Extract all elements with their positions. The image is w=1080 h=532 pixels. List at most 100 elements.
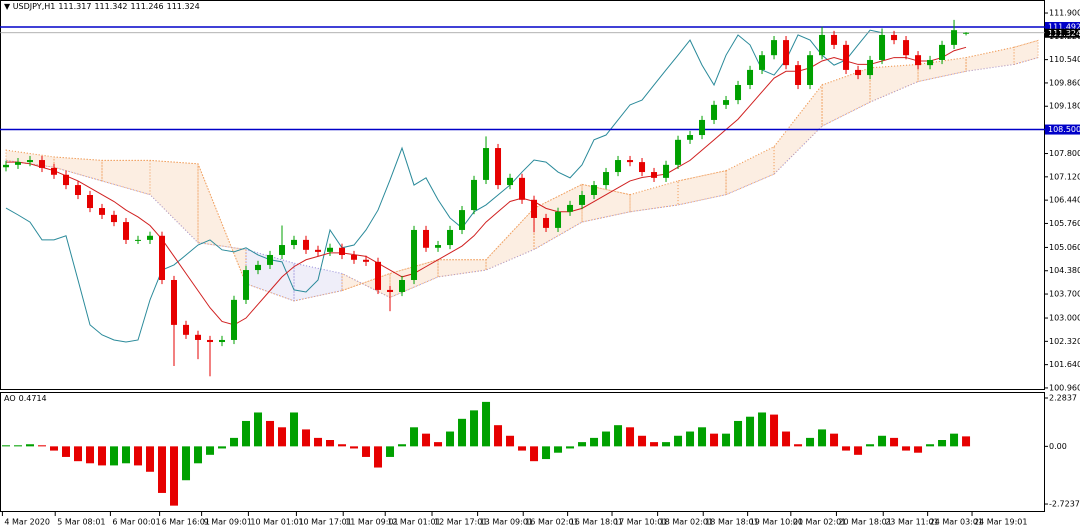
ao-bar — [170, 446, 179, 506]
ao-y-tick-label: 2.2837 — [1049, 393, 1077, 402]
candle-body — [651, 172, 658, 178]
candle-body — [315, 249, 322, 252]
x-tick-label: 13 Mar 09:01 — [480, 518, 533, 527]
last-price-label: 111.324 — [1048, 29, 1080, 38]
cloud-segment — [677, 170, 727, 206]
candle-body — [135, 239, 142, 241]
y-tick-label: 102.320 — [1049, 337, 1080, 346]
ao-bar — [362, 446, 371, 457]
candle-body — [51, 167, 58, 175]
ao-bar — [26, 444, 35, 447]
candle-body — [603, 172, 610, 186]
header-high: 111.342 — [94, 2, 128, 11]
ao-bar — [914, 446, 923, 453]
axes: 111.900 111.220 110.540 109.860 109.180 107.8… — [1, 9, 1080, 527]
candle-body — [183, 324, 190, 335]
candle-body — [207, 339, 214, 343]
x-tick-label: 19 Mar 10:01 — [750, 518, 803, 527]
ao-bar — [662, 442, 671, 447]
ao-bar — [590, 437, 599, 447]
chart-header: ▼ USDJPY,H1 111.317 111.342 111.246 111.324 — [4, 2, 200, 11]
cloud-segment — [821, 67, 871, 127]
candle-body — [411, 229, 418, 280]
candle-body — [927, 59, 934, 66]
ao-bar — [578, 442, 587, 447]
candle-body — [783, 40, 790, 66]
cloud-segment — [629, 180, 679, 213]
ao-bar — [722, 433, 731, 447]
symbol: USDJPY,H1 — [12, 2, 56, 11]
x-tick-label: 18 Mar 02:01 — [660, 518, 713, 527]
header-open: 111.317 — [58, 2, 92, 11]
ao-bar — [650, 442, 659, 447]
cloud-segment — [53, 156, 103, 182]
candle-body — [879, 34, 886, 60]
cloud-segment — [869, 63, 919, 103]
cloud-segment — [1013, 39, 1039, 66]
y-tick-label: 110.540 — [1049, 55, 1080, 64]
candle-body — [819, 34, 826, 56]
ao-bar — [758, 412, 767, 447]
candle-body — [279, 245, 286, 255]
candle-body — [939, 44, 946, 60]
y-tick-label: 100.960 — [1049, 383, 1080, 392]
candle-body — [807, 55, 814, 85]
x-tick-label: 16 Mar 02:01 — [525, 518, 578, 527]
y-tick-label: 104.380 — [1049, 266, 1080, 275]
ao-bar — [182, 446, 191, 481]
candle-body — [327, 247, 334, 252]
candle-body — [423, 229, 430, 248]
ao-bar — [830, 433, 839, 447]
x-tick-label: 16 Mar 18:01 — [570, 518, 623, 527]
ao-bar — [938, 440, 947, 447]
ao-bar — [794, 444, 803, 447]
cloud-segment — [581, 183, 631, 223]
level-label: 108.500 — [1048, 125, 1080, 134]
ao-bar — [230, 437, 239, 447]
ao-bar — [518, 446, 527, 451]
cloud-segment — [197, 163, 247, 284]
ao-bar — [74, 446, 83, 462]
ao-bar — [674, 435, 683, 447]
candle-body — [147, 235, 154, 240]
ao-bar — [626, 427, 635, 447]
ao-last-value: 0.4714 — [18, 394, 47, 403]
y-tick-label: 106.440 — [1049, 196, 1080, 205]
candle-body — [663, 164, 670, 178]
ao-bar — [434, 442, 443, 447]
ao-bar — [314, 437, 323, 447]
candle-body — [627, 160, 634, 163]
candle-body — [375, 261, 382, 290]
level-label: 111.492 — [1048, 23, 1080, 32]
candle-body — [447, 229, 454, 246]
ao-bar — [110, 446, 119, 466]
candle-body — [75, 185, 82, 195]
cloud-segment — [149, 159, 199, 244]
candle-body — [231, 299, 238, 340]
candle-body — [63, 174, 70, 186]
candle-body — [855, 69, 862, 76]
candle-body — [459, 210, 466, 230]
ao-bar — [350, 446, 359, 449]
candle-body — [831, 34, 838, 45]
x-tick-label: 12 Mar 17:01 — [434, 518, 487, 527]
candle-body — [795, 65, 802, 85]
y-tick-label: 109.860 — [1049, 78, 1080, 87]
y-tick-label: 101.640 — [1049, 360, 1080, 369]
header-low: 111.246 — [130, 2, 164, 11]
ao-histogram — [2, 401, 971, 506]
candle-body — [747, 69, 754, 85]
candle-body — [15, 162, 22, 165]
ao-bar — [554, 446, 563, 453]
y-tick-label: 105.760 — [1049, 219, 1080, 228]
ao-bar — [854, 446, 863, 455]
ao-bar — [338, 444, 347, 447]
candle-body — [687, 135, 694, 140]
candle-body — [519, 177, 526, 200]
candle-body — [771, 40, 778, 56]
x-tick-label: 20 Mar 18:01 — [838, 518, 891, 527]
ao-bar — [902, 446, 911, 451]
cloud-edge — [5, 39, 1039, 302]
